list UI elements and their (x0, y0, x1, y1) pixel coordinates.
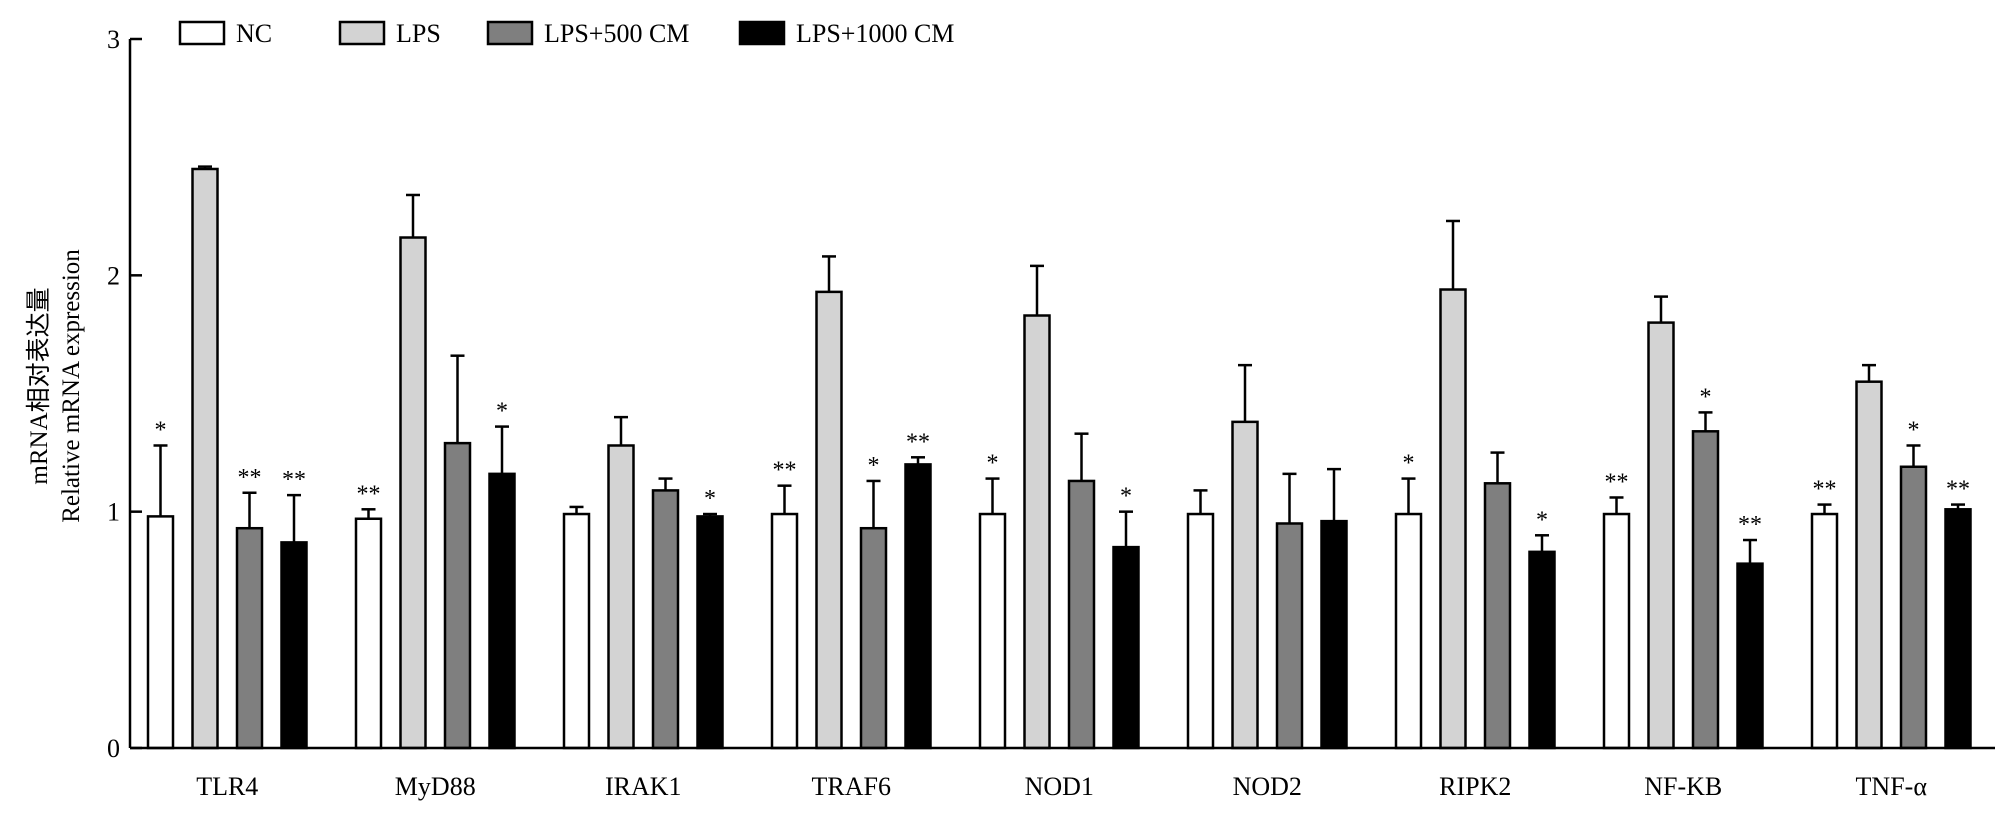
bar (1023, 314, 1051, 750)
bar (280, 541, 308, 750)
x-category-label: TNF-α (1856, 772, 1928, 801)
axes: 0 1 2 3 TLR4 MyD88 IRAK1 TRAF6 NOD1 NOD2 RIPK2 NF-K… (107, 25, 1995, 801)
bar (815, 290, 843, 750)
significance-label: ** (906, 429, 930, 455)
bar (1483, 482, 1512, 750)
bar (1231, 420, 1259, 750)
y-tick-label: 1 (107, 498, 120, 527)
bar (1320, 519, 1348, 750)
bar (770, 512, 799, 750)
bar (696, 515, 724, 750)
significance-label: * (1120, 484, 1132, 510)
bar (859, 526, 888, 750)
bar (1810, 512, 1839, 750)
bar (235, 526, 264, 750)
significance-label: ** (1605, 469, 1629, 495)
legend-swatch (178, 20, 226, 46)
significance-label: * (496, 399, 508, 425)
bar (978, 512, 1007, 750)
bar (399, 236, 427, 750)
bar (354, 517, 383, 750)
bar (607, 444, 635, 750)
significance-label: ** (1813, 477, 1837, 503)
x-category-label: TRAF6 (812, 772, 891, 801)
legend-label: LPS+1000 CM (796, 19, 954, 48)
x-category-label: TLR4 (196, 772, 258, 801)
y-tick-label: 0 (107, 734, 120, 763)
legend-swatch (338, 20, 386, 46)
bar (1394, 512, 1423, 750)
y-axis-title: mRNA相对表达量 Relative mRNA expression (25, 249, 85, 523)
significance-label: ** (1946, 477, 1970, 503)
legend-label: LPS (396, 19, 441, 48)
significance-label: * (155, 417, 167, 443)
x-category-label: RIPK2 (1439, 772, 1511, 801)
bar (443, 441, 472, 750)
x-category-label: NOD2 (1233, 772, 1302, 801)
bar (191, 167, 219, 750)
legend-swatch (486, 20, 534, 46)
significance-label: * (868, 453, 880, 479)
significance-label: * (1403, 451, 1415, 477)
significance-label: ** (282, 467, 306, 493)
y-axis-title-line-2: Relative mRNA expression (58, 249, 85, 523)
bar (562, 512, 591, 750)
y-tick-label: 3 (107, 25, 120, 54)
legend-label: NC (236, 19, 272, 48)
legend-swatch (738, 20, 786, 46)
legend: NC LPS LPS+500 CM LPS+1000 CM (178, 19, 954, 48)
x-category-label: IRAK1 (605, 772, 682, 801)
bar (1899, 465, 1928, 750)
legend-label: LPS+500 CM (544, 19, 689, 48)
x-category-label: NOD1 (1025, 772, 1094, 801)
significance-label: * (1700, 384, 1712, 410)
bar (1186, 512, 1215, 750)
bar (488, 472, 516, 750)
bar (1528, 550, 1556, 750)
bars-group: *** ******** ***************** (146, 165, 1972, 750)
y-axis-title-line-1: mRNA相对表达量 (25, 287, 53, 484)
x-category-label: MyD88 (395, 772, 476, 801)
bar (1112, 545, 1140, 750)
bar (1691, 430, 1720, 750)
bar (904, 463, 932, 750)
bar (1944, 508, 1972, 750)
bar (651, 489, 680, 750)
x-category-label: NF-KB (1644, 772, 1722, 801)
significance-label: * (704, 486, 716, 512)
bar (1736, 562, 1764, 750)
bar (1647, 321, 1675, 750)
significance-label: * (1536, 507, 1548, 533)
significance-label: * (987, 451, 999, 477)
significance-label: ** (238, 465, 262, 491)
significance-label: * (1908, 417, 1920, 443)
bar (1439, 288, 1467, 750)
bar (1855, 380, 1883, 750)
significance-label: ** (1738, 512, 1762, 538)
bar (1275, 522, 1304, 750)
bar (1602, 512, 1631, 750)
significance-label: ** (357, 481, 381, 507)
bar (146, 515, 175, 750)
bar (1067, 479, 1096, 750)
significance-label: ** (773, 458, 797, 484)
y-tick-label: 2 (107, 261, 120, 290)
